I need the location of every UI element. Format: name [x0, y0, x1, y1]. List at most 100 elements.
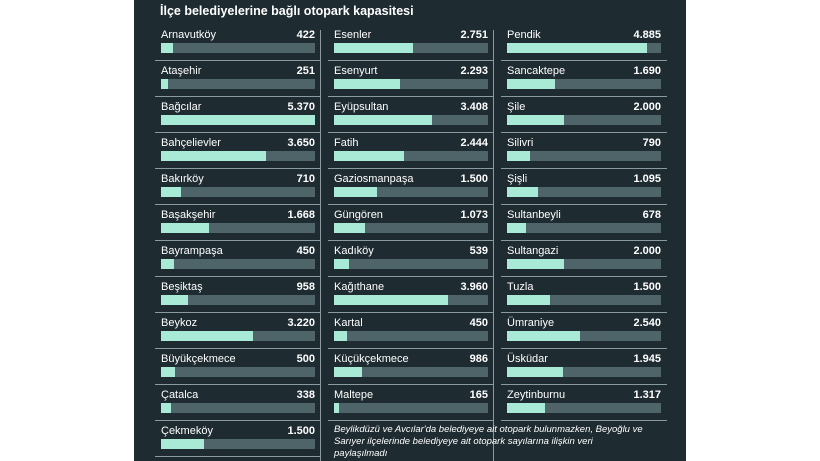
bar-fill: [161, 115, 315, 125]
value-label: 1.500: [287, 425, 315, 437]
bar-cell: Kağıthane 3.960: [328, 281, 494, 315]
bar-cell: Bahçelievler 3.650: [155, 137, 321, 171]
value-label: 3.960: [460, 281, 488, 293]
bar-fill: [161, 331, 253, 341]
value-label: 1.317: [633, 389, 661, 401]
row-separator: [328, 240, 494, 241]
district-label: Beşiktaş: [161, 281, 203, 293]
bar-track: [161, 331, 315, 341]
district-label: Silivri: [507, 137, 534, 149]
row-separator: [501, 348, 667, 349]
bar-cell: Esenyurt 2.293: [328, 65, 494, 99]
bar-fill: [161, 367, 175, 377]
row-separator: [501, 168, 667, 169]
district-label: Çekmeköy: [161, 425, 213, 437]
district-label: Maltepe: [334, 389, 374, 401]
row-separator: [328, 276, 494, 277]
value-label: 1.500: [633, 281, 661, 293]
district-label: Arnavutköy: [161, 29, 217, 41]
row-separator: [501, 312, 667, 313]
district-label: Bahçelievler: [161, 137, 221, 149]
value-label: 3.220: [287, 317, 315, 329]
row-separator: [155, 240, 321, 241]
district-label: Eyüpsultan: [334, 101, 389, 113]
bar-fill: [507, 367, 563, 377]
bar-cell: Beşiktaş 958: [155, 281, 321, 315]
bar-cell: Başakşehir 1.668: [155, 209, 321, 243]
bar-track: [161, 115, 315, 125]
bar-track: [161, 223, 315, 233]
value-label: 251: [296, 65, 315, 77]
bar-fill: [507, 295, 550, 305]
bar-fill: [161, 259, 174, 269]
bar-track: [507, 79, 661, 89]
value-label: 450: [469, 317, 488, 329]
bar-cell: Beykoz 3.220: [155, 317, 321, 351]
bar-track: [507, 403, 661, 413]
district-label: Kartal: [334, 317, 363, 329]
bar-track: [161, 295, 315, 305]
bar-cell: Çekmeköy 1.500: [155, 425, 321, 459]
district-label: Esenler: [334, 29, 372, 41]
bar-cell: Küçükçekmece 986: [328, 353, 494, 387]
value-label: 3.650: [287, 137, 315, 149]
row-separator: [155, 96, 321, 97]
value-label: 2.444: [460, 137, 488, 149]
value-label: 4.885: [633, 29, 661, 41]
bar-cell: Çatalca 338: [155, 389, 321, 423]
bar-cell: Gaziosmanpaşa 1.500: [328, 173, 494, 207]
bar-fill: [334, 223, 365, 233]
district-label: Ataşehir: [161, 65, 202, 77]
bar-track: [334, 259, 488, 269]
bar-fill: [161, 403, 171, 413]
bar-track: [334, 295, 488, 305]
bar-fill: [161, 187, 181, 197]
bar-track: [161, 187, 315, 197]
district-label: Tuzla: [507, 281, 534, 293]
value-label: 958: [296, 281, 315, 293]
bar-cell: Bakırköy 710: [155, 173, 321, 207]
bar-fill: [334, 367, 362, 377]
value-label: 2.293: [460, 65, 488, 77]
value-label: 1.073: [460, 209, 488, 221]
district-label: Bağcılar: [161, 101, 202, 113]
bar-cell: Pendik 4.885: [501, 29, 667, 63]
value-label: 1.095: [633, 173, 661, 185]
bar-track: [507, 115, 661, 125]
chart-title: İlçe belediyelerine bağlı otopark kapasi…: [160, 4, 414, 18]
value-label: 2.000: [633, 101, 661, 113]
district-label: Esenyurt: [334, 65, 378, 77]
bar-cell: Tuzla 1.500: [501, 281, 667, 315]
bar-track: [507, 331, 661, 341]
value-label: 790: [642, 137, 661, 149]
value-label: 338: [296, 389, 315, 401]
bar-cell: Ümraniye 2.540: [501, 317, 667, 351]
bar-fill: [507, 223, 526, 233]
row-separator: [155, 384, 321, 385]
bar-cell: Sultanbeyli 678: [501, 209, 667, 243]
bar-fill: [507, 403, 545, 413]
district-label: Büyükçekmece: [161, 353, 236, 365]
value-label: 422: [296, 29, 315, 41]
row-separator: [155, 168, 321, 169]
value-label: 678: [642, 209, 661, 221]
row-separator: [328, 96, 494, 97]
bar-fill: [161, 43, 173, 53]
bar-fill: [334, 331, 347, 341]
bar-fill: [161, 79, 168, 89]
bar-cell: Sultangazi 2.000: [501, 245, 667, 279]
row-separator: [501, 420, 667, 421]
district-label: Şile: [507, 101, 526, 113]
row-separator: [328, 348, 494, 349]
value-label: 986: [469, 353, 488, 365]
district-label: Beykoz: [161, 317, 198, 329]
value-label: 539: [469, 245, 488, 257]
bar-cell: Fatih 2.444: [328, 137, 494, 171]
row-separator: [501, 132, 667, 133]
district-label: Sancaktepe: [507, 65, 566, 77]
bar-track: [161, 439, 315, 449]
bar-fill: [161, 439, 204, 449]
bar-track: [507, 259, 661, 269]
district-label: Sultangazi: [507, 245, 559, 257]
bar-fill: [507, 115, 564, 125]
